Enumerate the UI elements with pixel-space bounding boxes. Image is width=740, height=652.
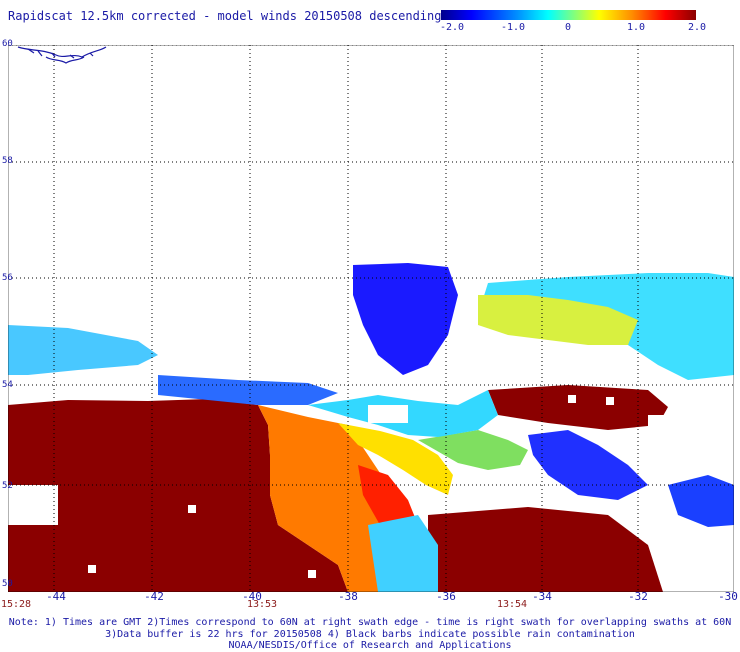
lon-label-42: -42: [144, 590, 164, 603]
swath-time-1353: 13:53: [246, 599, 278, 610]
swath-time-1528: 15:28: [0, 599, 32, 610]
lon-label-32: -32: [628, 590, 648, 603]
swath-green-band: [418, 430, 528, 470]
wind-difference-map: [8, 45, 734, 592]
swath-blue-east: [528, 430, 648, 500]
nodata-gap-east: [648, 415, 734, 475]
colorbar-gradient: [441, 10, 696, 20]
nodata-gap-1: [368, 405, 408, 423]
lat-label-50: 50: [2, 579, 13, 589]
lon-label-34: -34: [532, 590, 552, 603]
lat-lon-grid: [8, 45, 734, 592]
colorbar-label-pos1: 1.0: [626, 22, 646, 33]
coastline-greenland: [17, 46, 107, 64]
swath-dark-red-west: [8, 399, 348, 592]
swath-yellow-east: [478, 295, 638, 345]
swath-blue-north: [353, 263, 458, 375]
swath-blue-farEast: [668, 475, 734, 527]
swath-cyan-westStrip: [8, 325, 158, 375]
footer-notes: Note: 1) Times are GMT 2)Times correspon…: [0, 617, 740, 652]
lat-label-58: 58: [2, 156, 13, 166]
lon-label-36: -36: [436, 590, 456, 603]
lon-label-44: -44: [46, 590, 66, 603]
note-line-2: 3)Data buffer is 22 hrs for 20150508 4) …: [105, 628, 635, 640]
colorbar-label-pos2: 2.0: [687, 22, 707, 33]
lat-label-52: 52: [2, 481, 13, 491]
swath-yellow-band: [338, 423, 453, 495]
lon-label-38: -38: [338, 590, 358, 603]
lat-label-54: 54: [2, 380, 13, 390]
lat-label-56: 56: [2, 273, 13, 283]
map-title: Rapidscat 12.5km corrected - model winds…: [8, 9, 442, 23]
nodata-gap-2: [448, 345, 470, 361]
nodata-speckle: [308, 570, 316, 578]
swath-data: [8, 263, 734, 592]
note-line-1: Note: 1) Times are GMT 2)Times correspon…: [8, 617, 732, 628]
colorbar-label-neg2: -2.0: [439, 22, 465, 33]
swath-dark-red-east: [488, 385, 668, 430]
lon-label-30: -30: [718, 590, 738, 603]
nodata-speckle: [568, 395, 576, 403]
lon-label-40: -40: [242, 590, 262, 603]
nodata-speckle: [606, 397, 614, 405]
lat-label-60: 60: [2, 39, 13, 49]
note-line-3: NOAA/NESDIS/Office of Research and Appli…: [228, 640, 512, 651]
colorbar-label-zero: 0: [564, 22, 572, 33]
nodata-speckle: [88, 565, 96, 573]
swath-time-1354: 13:54: [496, 599, 528, 610]
swath-dark-red-south: [428, 507, 663, 592]
swath-blue-westBand: [158, 375, 338, 405]
nodata-speckle: [188, 505, 196, 513]
colorbar-label-neg1: -1.0: [500, 22, 526, 33]
swath-cyan-southwest: [368, 515, 438, 592]
colorbar: [441, 10, 696, 20]
nodata-gap-3: [8, 485, 58, 525]
